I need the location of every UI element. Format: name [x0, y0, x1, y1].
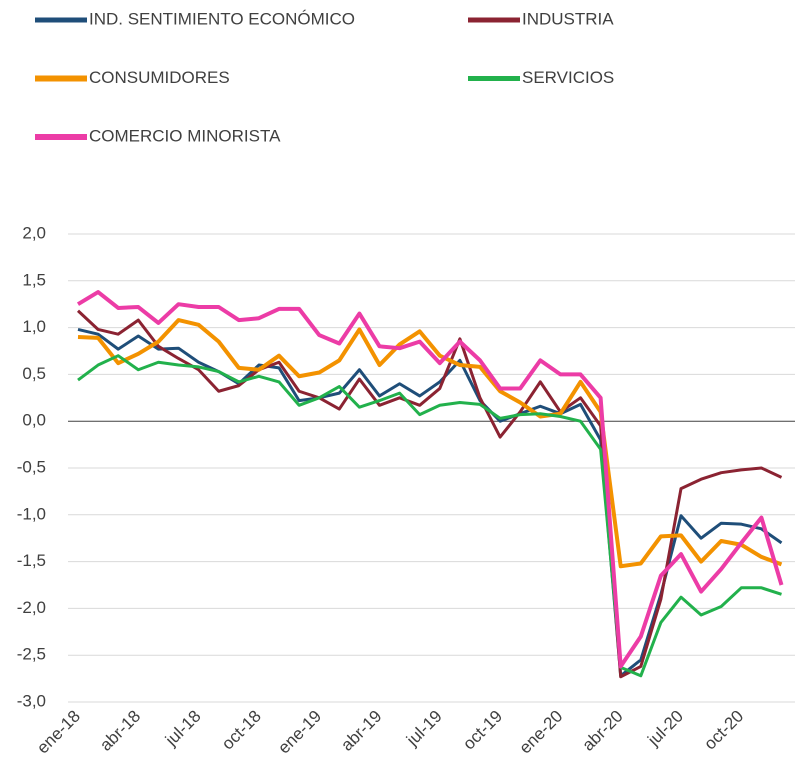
y-tick-label: 0,0 [22, 411, 46, 430]
legend-label: SERVICIOS [522, 68, 614, 87]
y-tick-label: -1,0 [17, 504, 46, 523]
legend-label: COMERCIO MINORISTA [89, 126, 281, 145]
x-tick-label: oct-18 [218, 707, 265, 754]
series-line [77, 318, 783, 569]
x-tick-label: oct-19 [459, 707, 506, 754]
y-tick-label: -0,5 [17, 457, 46, 476]
legend-label: IND. SENTIMIENTO ECONÓMICO [89, 9, 355, 28]
x-tick-label: jul-20 [643, 707, 687, 751]
x-tick-label: abr-20 [579, 707, 627, 755]
x-tick-label: ene-19 [274, 707, 325, 758]
x-tick-label: ene-20 [516, 707, 567, 758]
x-tick-label: jul-18 [161, 707, 205, 751]
x-tick-label: abr-18 [96, 707, 144, 755]
y-tick-label: -2,5 [17, 645, 46, 664]
series-line [77, 354, 782, 678]
x-tick-label: oct-20 [700, 707, 747, 754]
legend-label: INDUSTRIA [522, 9, 614, 28]
series-line [77, 328, 783, 678]
y-tick-label: -2,0 [17, 598, 46, 617]
x-tick-label: ene-18 [33, 707, 84, 758]
y-tick-label: 2,0 [22, 223, 46, 242]
y-tick-label: 0,5 [22, 364, 46, 383]
y-tick-label: 1,0 [22, 317, 46, 336]
x-tick-label: jul-19 [402, 707, 446, 751]
y-tick-label: -3,0 [17, 691, 46, 710]
series-line [76, 290, 784, 669]
y-tick-label: 1,5 [22, 270, 46, 289]
legend-label: CONSUMIDORES [89, 68, 230, 87]
x-tick-label: abr-19 [337, 707, 385, 755]
y-tick-label: -1,5 [17, 551, 46, 570]
